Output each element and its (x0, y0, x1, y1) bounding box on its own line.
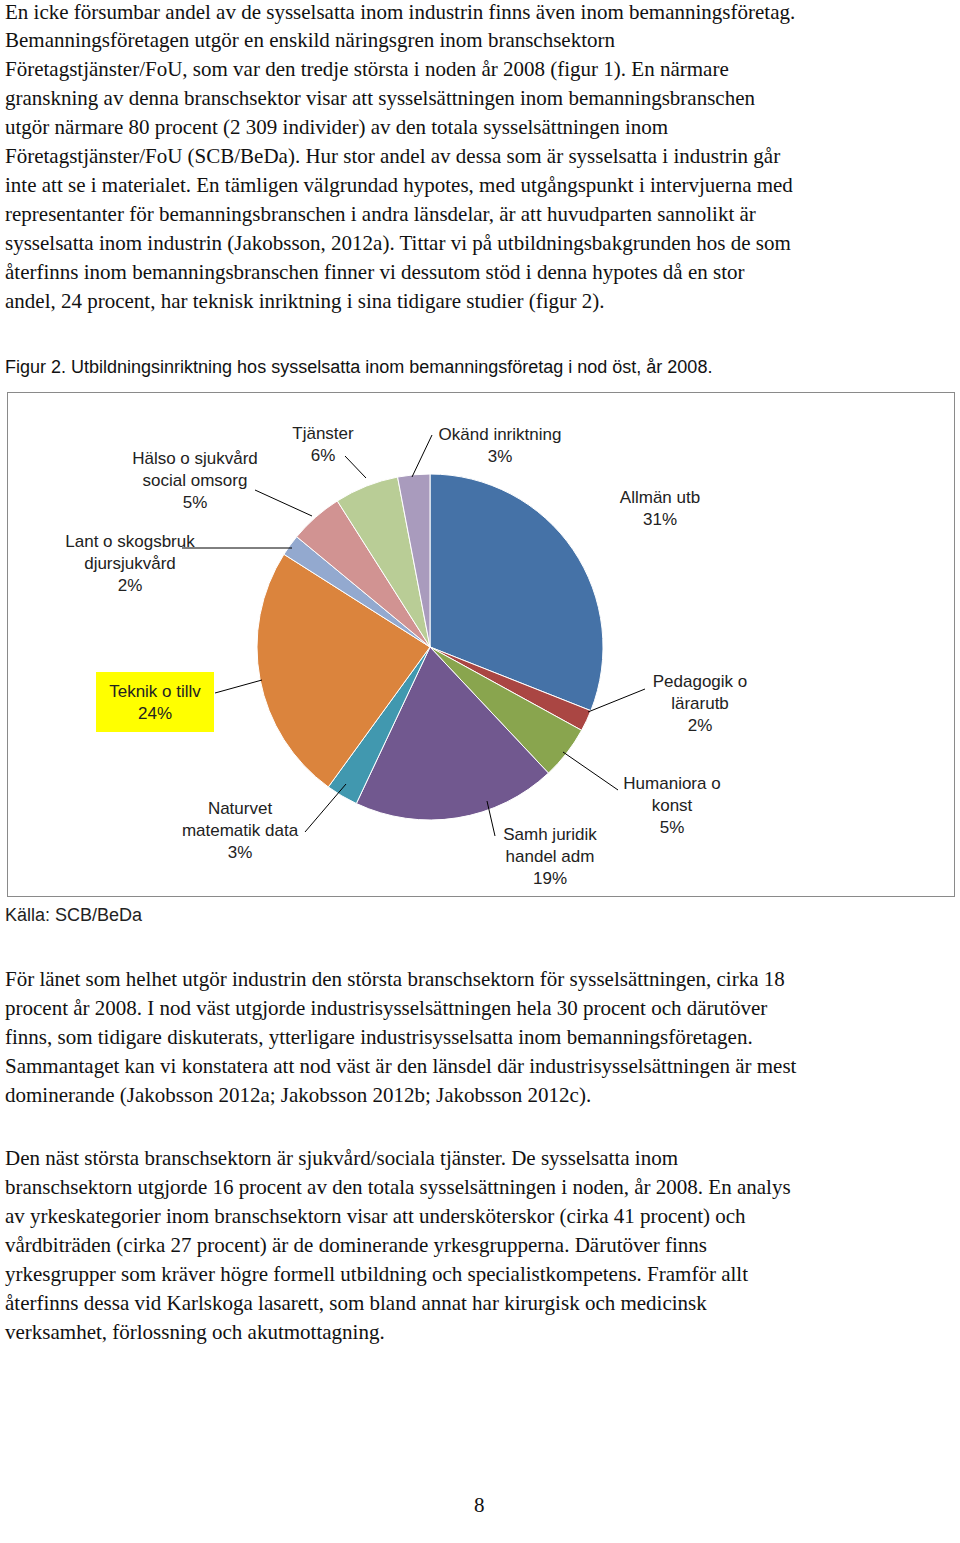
slice-value-label: 6% (311, 446, 336, 465)
slice-label: Naturvet matematik data (182, 799, 299, 840)
slice-label-line: Teknik o tillv (109, 682, 201, 701)
text-line: Sammantaget kan vi konstatera att nod vä… (5, 1052, 796, 1081)
text-line: En icke försumbar andel av de sysselsatt… (5, 0, 795, 26)
slice-label: Samh juridik handel adm (503, 825, 597, 866)
slice-value-label: 19% (533, 869, 567, 888)
slice-label-line: social omsorg (143, 471, 248, 490)
slice-label-line: Okänd inriktning (439, 425, 562, 444)
text-line: branschsektorn utgjorde 16 procent av de… (5, 1173, 791, 1202)
slice-label: Hälso o sjukvård social omsorg (132, 449, 258, 490)
slice-label: Humaniora o konst (623, 774, 720, 815)
text-line: verksamhet, förlossning och akutmottagni… (5, 1318, 385, 1347)
text-line: utgör närmare 80 procent (2 309 individe… (5, 113, 668, 142)
text-line: representanter för bemanningsbranschen i… (5, 200, 756, 229)
pie-slice (398, 474, 430, 647)
leader-line (215, 680, 262, 693)
text-line: För länet som helhet utgör industrin den… (5, 965, 785, 994)
slice-label-line: Allmän utb (620, 488, 700, 507)
slice-label-line: Humaniora o (623, 774, 720, 793)
slice-value-label: 3% (228, 843, 253, 862)
slice-label: Okänd inriktning (439, 425, 562, 444)
text-line: procent år 2008. I nod väst utgjorde ind… (5, 994, 767, 1023)
slice-label-line: Tjänster (292, 424, 354, 443)
slice-label-line: Pedagogik o (653, 672, 748, 691)
slice-value-label: 5% (660, 818, 685, 837)
slice-label-line: Hälso o sjukvård (132, 449, 258, 468)
text-line: finns, som tidigare diskuterats, ytterli… (5, 1023, 753, 1052)
leader-line (487, 801, 495, 836)
slice-label-line: Naturvet (208, 799, 273, 818)
source: Källa: SCB/BeDa (5, 905, 143, 925)
text-line: återfinns inom bemanningsbranschen finne… (5, 258, 745, 287)
text-line: inte att se i materialet. En tämligen vä… (5, 171, 793, 200)
slice-value-label: 3% (488, 447, 513, 466)
slice-label: Teknik o tillv (109, 682, 201, 701)
leader-line (305, 784, 346, 832)
slice-label: Tjänster (292, 424, 354, 443)
slice-value-label: 5% (183, 493, 208, 512)
text-line: Den näst största branschsektorn är sjukv… (5, 1144, 678, 1173)
slice-value-label: 24% (138, 704, 172, 723)
chart-frame (8, 393, 955, 897)
leader-line (563, 752, 618, 790)
figure: Källa: SCB/BeDa Allmän utb 31% Pedagogik o l… (0, 0, 960, 1543)
text-line: andel, 24 procent, har teknisk inriktnin… (5, 287, 605, 316)
text-line: dominerande (Jakobsson 2012a; Jakobsson … (5, 1081, 591, 1110)
text-line: Företagstjänster/FoU (SCB/BeDa). Hur sto… (5, 142, 780, 171)
page-number: 8 (474, 1493, 485, 1517)
text-line: vårdbiträden (cirka 27 procent) är de do… (5, 1231, 707, 1260)
text-line: Företagstjänster/FoU, som var den tredje… (5, 55, 729, 84)
leader-line (588, 689, 645, 712)
leader-line (182, 548, 292, 549)
slice-label: Allmän utb (620, 488, 700, 507)
slice-value-label: 2% (688, 716, 713, 735)
text-line: yrkesgrupper som kräver högre formell ut… (5, 1260, 748, 1289)
slice-label-line: djursjukvård (84, 554, 176, 573)
slice-label-line: Lant o skogsbruk (65, 532, 195, 551)
slice-label-line: handel adm (506, 847, 595, 866)
label-highlight (96, 672, 214, 732)
slice-value-label: 31% (643, 510, 677, 529)
slice-label-line: konst (652, 796, 693, 815)
leader-line (345, 456, 366, 478)
slice-label: Lant o skogsbruk djursjukvård (65, 532, 195, 573)
slice-value-label: 2% (118, 576, 143, 595)
slice-label-line: lärarutb (671, 694, 729, 713)
slice-label: Pedagogik o lärarutb (653, 672, 748, 713)
leader-line (412, 435, 432, 477)
slice-label-line: Samh juridik (503, 825, 597, 844)
text-line: av yrkeskategorier inom branschsektorn v… (5, 1202, 746, 1231)
figure-caption: Figur 2. Utbildningsinriktning hos sysse… (5, 355, 712, 379)
leader-line (255, 490, 312, 516)
pie (257, 474, 603, 820)
slice-label-line: matematik data (182, 821, 299, 840)
text-line: sysselsatta inom industrin (Jakobsson, 2… (5, 229, 791, 258)
text-line: återfinns dessa vid Karlskoga lasarett, … (5, 1289, 707, 1318)
text-line: Bemanningsföretagen utgör en enskild när… (5, 26, 615, 55)
text-line: granskning av denna branschsektor visar … (5, 84, 755, 113)
